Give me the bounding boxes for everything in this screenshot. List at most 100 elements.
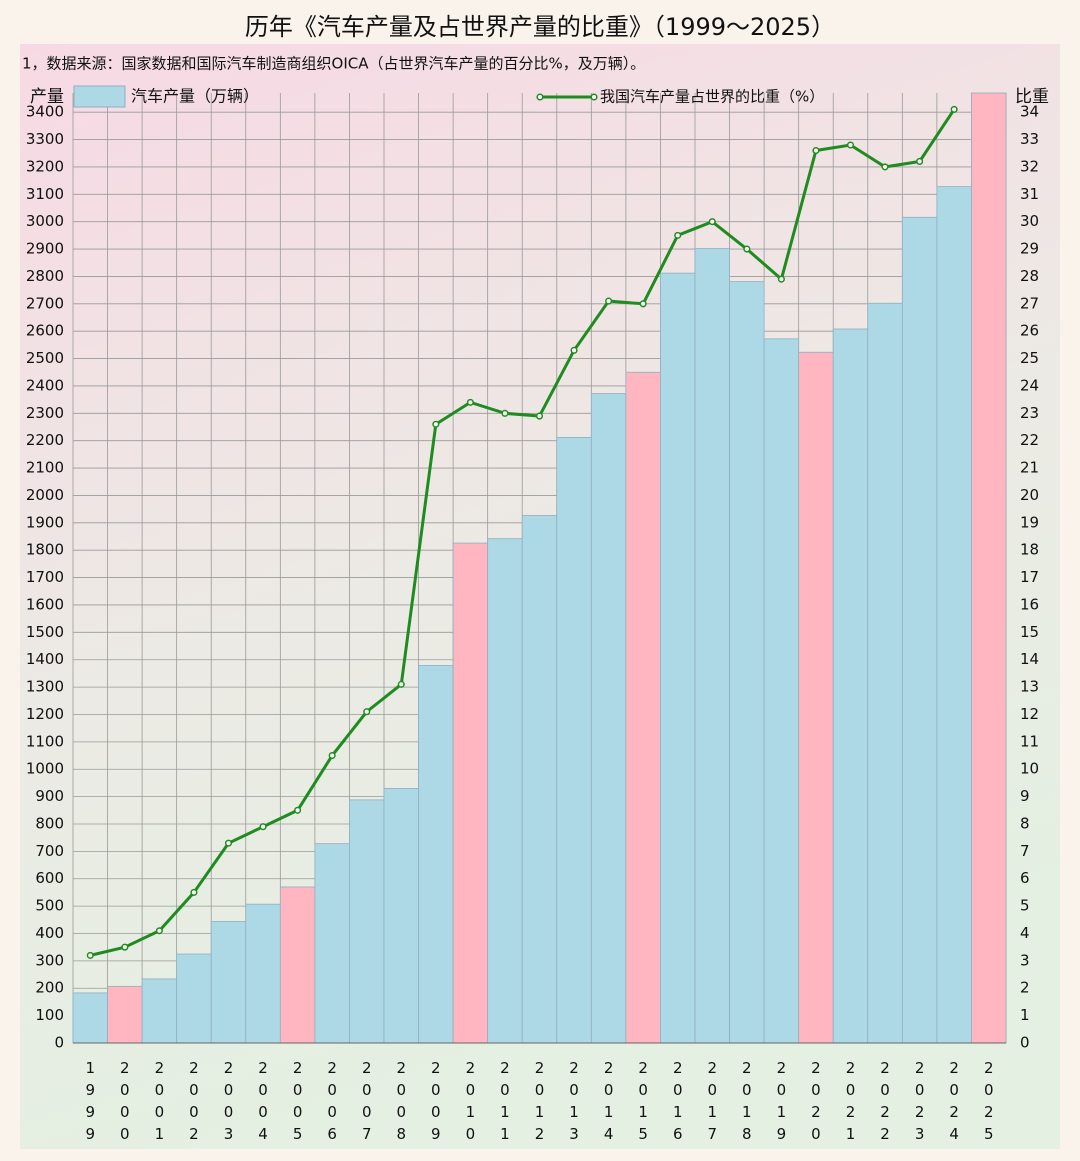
line-marker [224,839,233,847]
y2-tick-label: 16 [1020,595,1039,613]
bar [625,371,661,1044]
y2-tick-label: 9 [1020,787,1030,805]
y2-tick-label: 30 [1020,212,1039,230]
line-marker [121,943,129,951]
y-tick-label: 2300 [26,404,64,422]
y-tick-label: 2800 [26,267,64,285]
bar [210,921,247,1044]
line-marker [328,751,336,760]
bar [452,542,489,1044]
line-marker [916,157,924,165]
y-tick-label: 1900 [26,513,64,531]
legend-label: 汽车产量（万辆） [131,87,259,106]
line-marker [155,927,163,935]
bar [590,393,627,1044]
y2-tick-label: 13 [1020,678,1039,696]
x-tick-label: 2005 [289,1059,307,1147]
y2-tick-label: 0 [1020,1034,1030,1052]
y-tick-label: 2700 [26,294,64,312]
x-tick-label: 2012 [531,1059,549,1147]
y2-tick-label: 25 [1020,349,1039,367]
x-tick-label: 2008 [392,1059,410,1147]
y-tick-label: 3000 [26,212,64,230]
bar [660,272,696,1044]
y2-tick-label: 19 [1020,513,1039,531]
x-tick-label: 2009 [427,1059,445,1147]
line-marker [570,346,578,354]
y2-tick-label: 33 [1020,130,1039,148]
bar [901,216,938,1044]
y2-tick-label: 3 [1020,951,1030,969]
x-tick-label: 1999 [81,1059,99,1147]
x-tick-label: 2000 [116,1059,134,1147]
y-tick-label: 100 [35,1006,64,1024]
y-tick-label: 3100 [26,185,64,203]
y-tick-label: 0 [54,1034,64,1052]
x-tick-label: 2016 [669,1059,687,1147]
bar [487,538,523,1044]
x-tick-label: 2018 [738,1059,756,1147]
y2-tick-label: 12 [1020,705,1039,723]
y-tick-label: 1600 [26,595,64,613]
line-marker [397,680,405,688]
x-tick-label: 2019 [772,1059,790,1147]
bar [349,799,385,1044]
bar [72,992,108,1044]
line-marker [708,218,716,226]
bar [867,302,903,1044]
y2-tick-label: 22 [1020,431,1039,449]
y2-axis-label: 比重 [1015,87,1049,107]
y-tick-label: 2900 [26,240,64,258]
x-tick-label: 2010 [461,1059,479,1147]
y-tick-label: 1700 [26,568,64,586]
x-tick-label: 2003 [220,1059,238,1147]
y-tick-label: 2500 [26,349,64,367]
y-tick-label: 600 [35,869,64,887]
y2-tick-label: 17 [1020,568,1039,586]
bar [418,665,454,1044]
x-tick-label: 2001 [150,1059,168,1147]
y2-tick-label: 28 [1020,267,1039,285]
y-tick-label: 2200 [26,431,64,449]
y2-tick-label: 29 [1020,240,1039,258]
x-tick-label: 2017 [703,1059,721,1147]
line-marker [639,300,647,308]
y-tick-label: 900 [35,787,64,805]
y2-tick-label: 24 [1020,376,1039,394]
chart-title: 历年《汽车产量及占世界产量的比重》（1999～2025） [245,13,835,41]
y2-tick-label: 2 [1020,979,1030,997]
line-marker [363,708,371,716]
line-marker [743,245,751,253]
bar [176,953,212,1044]
bar [383,787,419,1044]
line-marker [881,163,889,171]
line-marker [950,105,958,113]
y-tick-label: 1000 [26,760,64,778]
y-tick-label: 300 [35,951,64,969]
y2-tick-label: 7 [1020,842,1030,860]
x-tick-label: 2014 [600,1059,618,1147]
line-marker [846,141,855,149]
y2-tick-label: 6 [1020,869,1030,887]
x-tick-label: 2002 [185,1059,203,1147]
x-tick-label: 2024 [945,1059,963,1147]
bar [971,92,1007,1044]
y2-tick-label: 26 [1020,322,1039,340]
x-tick-label: 2022 [876,1059,894,1147]
bar [245,903,281,1044]
y-tick-label: 400 [35,924,64,942]
x-tick-label: 2020 [807,1059,825,1147]
line-marker [259,823,267,831]
bar [107,985,143,1044]
y-tick-label: 2600 [26,322,64,340]
y-tick-label: 3300 [26,130,64,148]
y-tick-label: 1400 [26,650,64,668]
bar [556,437,592,1044]
y2-tick-label: 15 [1020,623,1039,641]
legend-marker [590,93,598,101]
y-tick-label: 500 [35,897,64,915]
bar [694,248,730,1044]
legend-swatch [73,85,126,108]
line-marker [535,412,544,420]
bar [521,515,558,1044]
